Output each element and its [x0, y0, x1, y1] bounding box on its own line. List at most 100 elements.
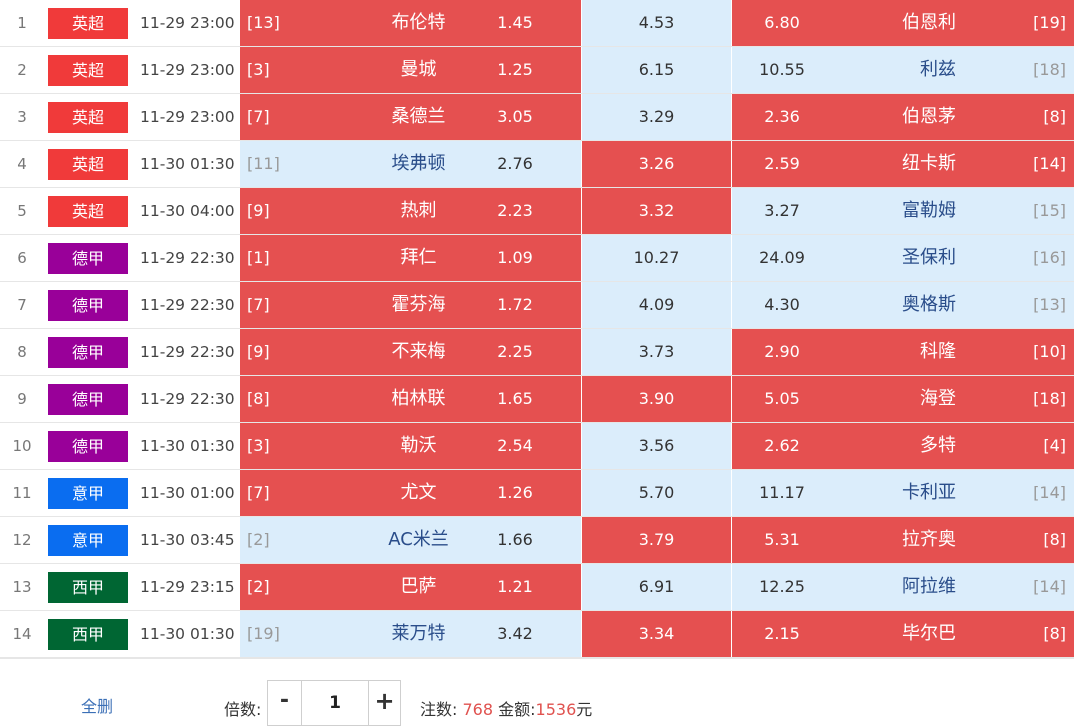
- match-time: 11-30 04:00: [140, 202, 235, 220]
- away-win-option[interactable]: 11.17 卡利亚 [14]: [732, 470, 1074, 516]
- away-win-option[interactable]: 5.05 海登 [18]: [732, 376, 1074, 422]
- home-win-option[interactable]: [2] AC米兰 1.66: [240, 517, 581, 563]
- draw-odds: 3.56: [638, 436, 675, 455]
- home-rank: [3]: [247, 436, 270, 455]
- match-time: 11-30 01:30: [140, 437, 235, 455]
- away-odds: 5.05: [764, 389, 800, 408]
- draw-option[interactable]: 10.27: [582, 235, 731, 281]
- league-badge: 德甲: [48, 431, 128, 462]
- away-win-option[interactable]: 12.25 阿拉维 [14]: [732, 564, 1074, 610]
- match-row: 13 西甲 11-29 23:15 [2] 巴萨 1.21 6.91 12.25 阿拉维 [14]: [0, 564, 1074, 611]
- draw-odds: 5.70: [638, 483, 675, 502]
- away-team: 阿拉维: [902, 576, 956, 597]
- home-rank: [7]: [247, 295, 270, 314]
- league-badge: 英超: [48, 196, 128, 227]
- draw-option[interactable]: 3.90: [582, 376, 731, 422]
- league-badge: 意甲: [48, 478, 128, 509]
- home-rank: [11]: [247, 154, 280, 173]
- match-time: 11-29 23:15: [140, 578, 235, 596]
- away-win-option[interactable]: 6.80 伯恩利 [19]: [732, 0, 1074, 46]
- home-team: 布伦特: [391, 12, 446, 33]
- draw-option[interactable]: 6.91: [582, 564, 731, 610]
- home-win-option[interactable]: [3] 曼城 1.25: [240, 47, 581, 93]
- match-time: 11-30 01:00: [140, 484, 235, 502]
- home-win-option[interactable]: [8] 柏林联 1.65: [240, 376, 581, 422]
- league-badge: 英超: [48, 8, 128, 39]
- home-win-option[interactable]: [19] 莱万特 3.42: [240, 611, 581, 657]
- home-win-option[interactable]: [7] 尤文 1.26: [240, 470, 581, 516]
- draw-option[interactable]: 4.09: [582, 282, 731, 328]
- home-odds: 1.09: [497, 248, 533, 267]
- away-team: 毕尔巴: [902, 623, 956, 644]
- away-rank: [14]: [1033, 577, 1066, 596]
- away-odds: 10.55: [759, 60, 805, 79]
- draw-option[interactable]: 6.15: [582, 47, 731, 93]
- away-odds: 11.17: [759, 483, 805, 502]
- match-row: 5 英超 11-30 04:00 [9] 热刺 2.23 3.32 3.27 富勒姆 [15]: [0, 188, 1074, 235]
- away-team: 海登: [920, 388, 956, 409]
- match-index: 12: [12, 531, 32, 549]
- away-win-option[interactable]: 2.36 伯恩茅 [8]: [732, 94, 1074, 140]
- away-win-option[interactable]: 10.55 利兹 [18]: [732, 47, 1074, 93]
- away-odds: 2.15: [764, 624, 800, 643]
- multiplier-stepper: - 1 +: [267, 680, 401, 726]
- home-rank: [7]: [247, 483, 270, 502]
- away-win-option[interactable]: 4.30 奥格斯 [13]: [732, 282, 1074, 328]
- home-win-option[interactable]: [2] 巴萨 1.21: [240, 564, 581, 610]
- away-win-option[interactable]: 3.27 富勒姆 [15]: [732, 188, 1074, 234]
- away-win-option[interactable]: 5.31 拉齐奥 [8]: [732, 517, 1074, 563]
- draw-option[interactable]: 3.32: [582, 188, 731, 234]
- away-team: 卡利亚: [902, 482, 956, 503]
- draw-option[interactable]: 5.70: [582, 470, 731, 516]
- away-win-option[interactable]: 2.59 纽卡斯 [14]: [732, 141, 1074, 187]
- home-rank: [19]: [247, 624, 280, 643]
- amount-value: 1536: [535, 700, 577, 719]
- away-team: 圣保利: [902, 247, 956, 268]
- multiplier-plus-button[interactable]: +: [368, 681, 400, 725]
- home-team: 拜仁: [400, 247, 437, 268]
- home-win-option[interactable]: [9] 不来梅 2.25: [240, 329, 581, 375]
- draw-option[interactable]: 3.73: [582, 329, 731, 375]
- match-time: 11-29 23:00: [140, 108, 235, 126]
- home-win-option[interactable]: [1] 拜仁 1.09: [240, 235, 581, 281]
- away-win-option[interactable]: 2.15 毕尔巴 [8]: [732, 611, 1074, 657]
- clear-all-button[interactable]: 全删: [81, 697, 114, 716]
- match-time: 11-30 01:30: [140, 625, 235, 643]
- multiplier-minus-button[interactable]: -: [268, 681, 302, 725]
- match-row: 7 德甲 11-29 22:30 [7] 霍芬海 1.72 4.09 4.30 奥格斯 [13]: [0, 282, 1074, 329]
- match-index: 5: [17, 202, 27, 220]
- draw-odds: 3.26: [638, 154, 675, 173]
- draw-odds: 3.34: [638, 624, 675, 643]
- multiplier-input[interactable]: 1: [329, 693, 341, 713]
- home-win-option[interactable]: [3] 勒沃 2.54: [240, 423, 581, 469]
- draw-option[interactable]: 3.29: [582, 94, 731, 140]
- away-win-option[interactable]: 24.09 圣保利 [16]: [732, 235, 1074, 281]
- away-win-option[interactable]: 2.62 多特 [4]: [732, 423, 1074, 469]
- home-odds: 1.66: [497, 530, 533, 549]
- home-rank: [13]: [247, 13, 280, 32]
- draw-option[interactable]: 3.79: [582, 517, 731, 563]
- home-win-option[interactable]: [7] 霍芬海 1.72: [240, 282, 581, 328]
- away-odds: 2.59: [764, 154, 800, 173]
- home-odds: 2.23: [497, 201, 533, 220]
- league-badge: 德甲: [48, 290, 128, 321]
- draw-odds: 3.32: [638, 201, 675, 220]
- away-odds: 12.25: [759, 577, 805, 596]
- away-win-option[interactable]: 2.90 科隆 [10]: [732, 329, 1074, 375]
- draw-odds: 6.15: [638, 60, 675, 79]
- away-rank: [8]: [1043, 107, 1066, 126]
- home-win-option[interactable]: [11] 埃弗顿 2.76: [240, 141, 581, 187]
- draw-option[interactable]: 3.34: [582, 611, 731, 657]
- home-team: 曼城: [400, 59, 437, 80]
- draw-option[interactable]: 4.53: [582, 0, 731, 46]
- home-win-option[interactable]: [13] 布伦特 1.45: [240, 0, 581, 46]
- match-row: 12 意甲 11-30 03:45 [2] AC米兰 1.66 3.79 5.31 拉齐奥 [8]: [0, 517, 1074, 564]
- draw-option[interactable]: 3.56: [582, 423, 731, 469]
- home-win-option[interactable]: [9] 热刺 2.23: [240, 188, 581, 234]
- match-index: 6: [17, 249, 27, 267]
- away-rank: [14]: [1033, 483, 1066, 502]
- home-win-option[interactable]: [7] 桑德兰 3.05: [240, 94, 581, 140]
- match-time: 11-29 23:00: [140, 61, 235, 79]
- league-badge: 西甲: [48, 572, 128, 603]
- draw-option[interactable]: 3.26: [582, 141, 731, 187]
